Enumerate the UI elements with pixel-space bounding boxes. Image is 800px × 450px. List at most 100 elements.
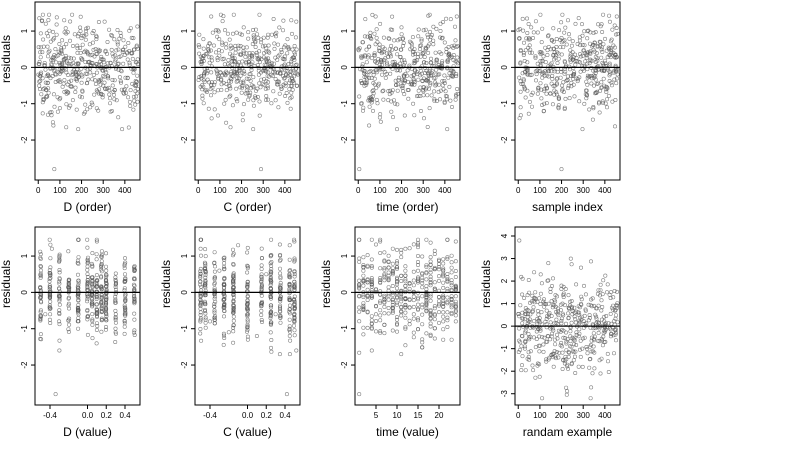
data-point (76, 280, 81, 285)
data-point (47, 276, 52, 281)
data-point (226, 330, 231, 335)
data-point (576, 312, 581, 317)
data-point (401, 73, 406, 78)
data-point (546, 44, 551, 49)
data-point (537, 68, 542, 73)
data-point (80, 88, 85, 93)
data-point (425, 93, 430, 98)
data-point (528, 349, 533, 354)
y-tick-label: -3 (500, 390, 509, 398)
data-point (80, 57, 85, 62)
data-point (75, 34, 80, 39)
data-point (554, 77, 559, 82)
data-point (544, 101, 549, 106)
data-point (98, 82, 103, 87)
data-point (361, 278, 366, 283)
data-point (449, 283, 454, 288)
data-point (97, 78, 102, 83)
data-point (287, 307, 292, 312)
data-point (393, 78, 398, 83)
data-point (453, 97, 458, 102)
data-point (556, 96, 561, 101)
data-point (245, 322, 250, 327)
data-point (403, 279, 408, 284)
data-point (109, 47, 114, 52)
data-point (403, 326, 408, 331)
data-point (428, 81, 433, 86)
data-point (432, 313, 437, 318)
y-tick-label: -2 (20, 136, 29, 144)
data-point (578, 301, 583, 306)
data-point (387, 36, 392, 41)
data-point (38, 31, 43, 36)
data-point (231, 262, 236, 267)
data-point (546, 33, 551, 38)
data-point (589, 81, 594, 86)
data-point (366, 53, 371, 58)
data-point (554, 349, 559, 354)
data-point (197, 44, 202, 49)
data-point (403, 273, 408, 278)
data-point (394, 329, 399, 334)
data-point (104, 268, 109, 273)
data-point (83, 110, 88, 115)
data-point (529, 92, 534, 97)
data-point (38, 78, 43, 83)
data-point (566, 32, 571, 37)
data-point (612, 319, 617, 324)
data-point (432, 265, 437, 270)
data-point (538, 81, 543, 86)
data-point (94, 252, 99, 257)
data-point (565, 364, 570, 369)
data-point (542, 335, 547, 340)
data-point (278, 320, 283, 325)
data-point (45, 112, 50, 117)
data-point (37, 83, 42, 88)
data-point (436, 267, 441, 272)
data-point (394, 261, 399, 266)
data-point (246, 77, 251, 82)
data-point (376, 83, 381, 88)
data-point (592, 40, 597, 45)
data-point (438, 35, 443, 40)
data-point (106, 76, 111, 81)
data-point (394, 266, 399, 271)
data-point (56, 70, 61, 75)
data-point (101, 73, 106, 78)
data-point (128, 104, 133, 109)
data-point (552, 83, 557, 88)
data-point (424, 277, 429, 282)
data-point (381, 97, 386, 102)
data-point (402, 113, 407, 118)
y-tick-label: 1 (20, 253, 29, 258)
data-point (551, 52, 556, 57)
data-point (521, 28, 526, 33)
data-point (580, 336, 585, 341)
data-point (76, 278, 81, 283)
data-point (416, 34, 421, 39)
data-point (572, 70, 577, 75)
data-point (603, 339, 608, 344)
data-point (410, 52, 415, 57)
data-point (409, 74, 414, 79)
data-point (104, 314, 109, 319)
data-point (603, 58, 608, 63)
data-point (528, 37, 533, 42)
data-point (564, 341, 569, 346)
data-point (132, 311, 137, 316)
data-point (424, 302, 429, 307)
data-point (415, 237, 420, 242)
data-point (273, 98, 278, 103)
data-point (554, 36, 559, 41)
data-point (57, 252, 62, 257)
data-point (390, 246, 395, 251)
data-point (128, 88, 133, 93)
data-point (292, 305, 297, 310)
x-tick-label: 400 (598, 186, 612, 195)
data-point (579, 294, 584, 299)
data-point (75, 260, 80, 265)
data-point (48, 273, 53, 278)
data-point (201, 84, 206, 89)
data-point (119, 80, 124, 85)
data-point (403, 343, 408, 348)
